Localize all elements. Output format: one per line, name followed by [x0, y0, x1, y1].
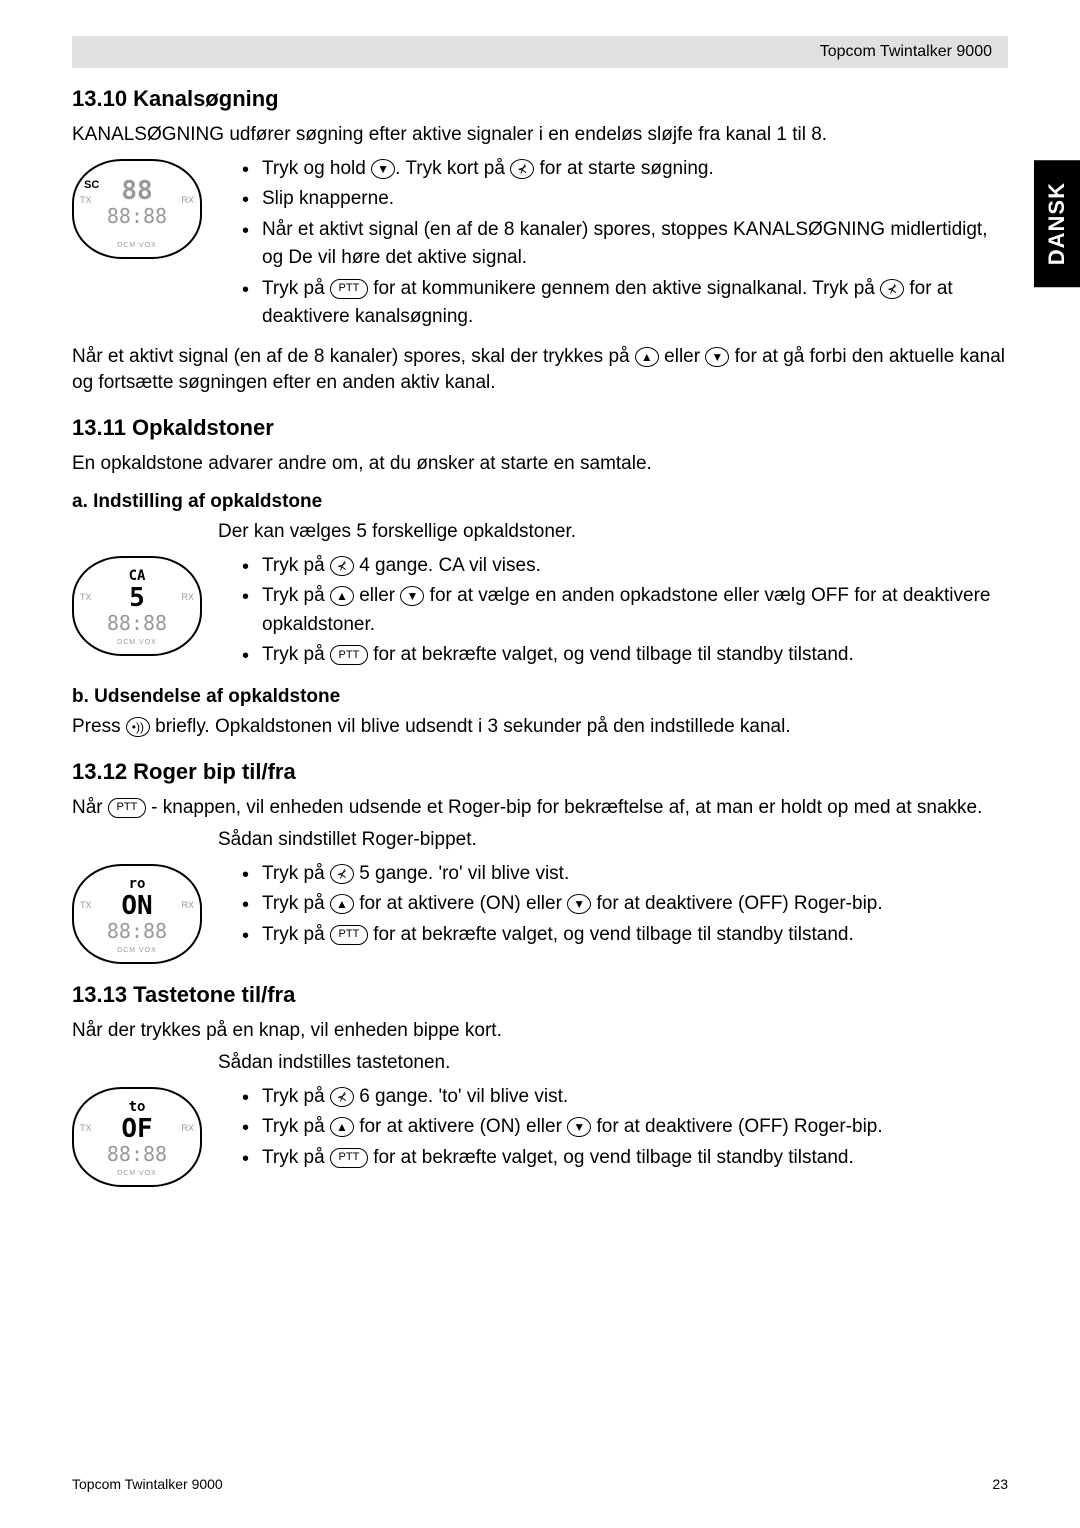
up-icon: ▲ [635, 347, 659, 367]
section-intro: KANALSØGNING udfører søgning efter aktiv… [72, 122, 1008, 149]
lcd-display: ro TX RX ON 88:88 DCM VOX [72, 864, 202, 964]
bullet-list: Tryk på ⊀ 6 gange. 'to' vil blive vist. … [218, 1083, 883, 1175]
menu-icon: ⊀ [880, 279, 904, 299]
menu-icon: ⊀ [330, 864, 354, 884]
section-intro: Når PTT - knappen, vil enheden udsende e… [72, 795, 1008, 822]
bullet-list: Tryk på ⊀ 4 gange. CA vil vises. Tryk på… [218, 552, 1008, 672]
up-icon: ▲ [330, 1117, 354, 1137]
list-item: Slip knapperne. [242, 185, 1008, 214]
list-item: Tryk på ⊀ 4 gange. CA vil vises. [242, 552, 1008, 581]
lcd-digits-2: 88:88 [107, 613, 167, 633]
lcd-ca: CA [129, 568, 146, 584]
list-item: Tryk på ▲ for at aktivere (ON) eller ▼ f… [242, 1113, 883, 1142]
lcd-tx: TX [80, 900, 92, 910]
section-heading: 13.11 Opkaldstoner [72, 415, 1008, 441]
section-body: SC TX RX 88 88:88 DCM VOX Tryk og hold ▼… [72, 155, 1008, 334]
up-icon: ▲ [330, 586, 354, 606]
down-icon: ▼ [371, 159, 395, 179]
lcd-tx: TX [80, 1123, 92, 1133]
section-body: CA TX RX 5 88:88 DCM VOX Tryk på ⊀ 4 gan… [72, 552, 1008, 672]
footer-page: 23 [992, 1476, 1008, 1492]
ptt-icon: PTT [330, 925, 368, 945]
menu-icon: ⊀ [330, 556, 354, 576]
lcd-rx: RX [181, 900, 194, 910]
section-body: to TX RX OF 88:88 DCM VOX Tryk på ⊀ 6 ga… [72, 1083, 1008, 1187]
menu-icon: ⊀ [510, 159, 534, 179]
subsection-intro: Sådan indstilles tastetonen. [218, 1050, 1008, 1077]
subsection-intro: Sådan sindstillet Roger-bippet. [218, 827, 1008, 854]
lcd-bottom: DCM VOX [117, 1170, 157, 1177]
section-intro: Når der trykkes på en knap, vil enheden … [72, 1018, 1008, 1045]
footer-left: Topcom Twintalker 9000 [72, 1476, 223, 1492]
lcd-bottom: DCM VOX [117, 242, 157, 249]
language-tab: DANSK [1034, 160, 1080, 287]
lcd-bottom: DCM VOX [117, 639, 157, 646]
list-item: Tryk på PTT for at bekræfte valget, og v… [242, 921, 883, 950]
lcd-display: to TX RX OF 88:88 DCM VOX [72, 1087, 202, 1187]
up-icon: ▲ [330, 894, 354, 914]
header-title: Topcom Twintalker 9000 [820, 43, 992, 61]
down-icon: ▼ [567, 1117, 591, 1137]
bullet-list: Tryk på ⊀ 5 gange. 'ro' vil blive vist. … [218, 860, 883, 952]
call-icon: •)) [126, 717, 150, 737]
lcd-digits-2: 88:88 [107, 1144, 167, 1164]
list-item: Tryk på ▲ eller ▼ for at vælge en anden … [242, 582, 1008, 639]
list-item: Når et aktivt signal (en af de 8 kanaler… [242, 216, 1008, 273]
lcd-tx: TX [80, 195, 92, 205]
ptt-icon: PTT [330, 645, 368, 665]
ptt-icon: PTT [330, 279, 368, 299]
list-item: Tryk og hold ▼. Tryk kort på ⊀ for at st… [242, 155, 1008, 184]
lcd-digits: 88 [121, 178, 152, 204]
lcd-digits: 5 [129, 585, 145, 611]
lcd-ro: ro [129, 876, 146, 892]
list-item: Tryk på ⊀ 6 gange. 'to' vil blive vist. [242, 1083, 883, 1112]
lcd-display: SC TX RX 88 88:88 DCM VOX [72, 159, 202, 259]
lcd-display: CA TX RX 5 88:88 DCM VOX [72, 556, 202, 656]
lcd-digits: OF [121, 1116, 152, 1142]
subsection-heading: b. Udsendelse af opkaldstone [72, 686, 1008, 708]
list-item: Tryk på ⊀ 5 gange. 'ro' vil blive vist. [242, 860, 883, 889]
section-heading: 13.12 Roger bip til/fra [72, 759, 1008, 785]
subsection-intro: Der kan vælges 5 forskellige opkaldstone… [218, 519, 1008, 546]
lcd-digits: ON [121, 893, 152, 919]
subsection-heading: a. Indstilling af opkaldstone [72, 491, 1008, 513]
down-icon: ▼ [400, 586, 424, 606]
section-outro: Når et aktivt signal (en af de 8 kanaler… [72, 344, 1008, 397]
header-bar: Topcom Twintalker 9000 [72, 36, 1008, 68]
ptt-icon: PTT [108, 798, 146, 818]
down-icon: ▼ [705, 347, 729, 367]
ptt-icon: PTT [330, 1148, 368, 1168]
down-icon: ▼ [567, 894, 591, 914]
lcd-digits-2: 88:88 [107, 921, 167, 941]
menu-icon: ⊀ [330, 1087, 354, 1107]
bullet-list: Tryk og hold ▼. Tryk kort på ⊀ for at st… [218, 155, 1008, 334]
lcd-to: to [129, 1099, 146, 1115]
lcd-bottom: DCM VOX [117, 947, 157, 954]
section-intro: En opkaldstone advarer andre om, at du ø… [72, 451, 1008, 478]
list-item: Tryk på PTT for at bekræfte valget, og v… [242, 1144, 883, 1173]
list-item: Tryk på PTT for at kommunikere gennem de… [242, 275, 1008, 332]
subsection-text: Press •)) briefly. Opkaldstonen vil bliv… [72, 714, 1008, 741]
section-heading: 13.10 Kanalsøgning [72, 86, 1008, 112]
lcd-rx: RX [181, 1123, 194, 1133]
lcd-tx: TX [80, 592, 92, 602]
list-item: Tryk på PTT for at bekræfte valget, og v… [242, 641, 1008, 670]
lcd-rx: RX [181, 195, 194, 205]
list-item: Tryk på ▲ for at aktivere (ON) eller ▼ f… [242, 890, 883, 919]
lcd-digits-2: 88:88 [107, 206, 167, 226]
lcd-rx: RX [181, 592, 194, 602]
section-body: ro TX RX ON 88:88 DCM VOX Tryk på ⊀ 5 ga… [72, 860, 1008, 964]
footer: Topcom Twintalker 9000 23 [72, 1476, 1008, 1492]
section-heading: 13.13 Tastetone til/fra [72, 982, 1008, 1008]
lcd-sc: SC [84, 179, 99, 191]
